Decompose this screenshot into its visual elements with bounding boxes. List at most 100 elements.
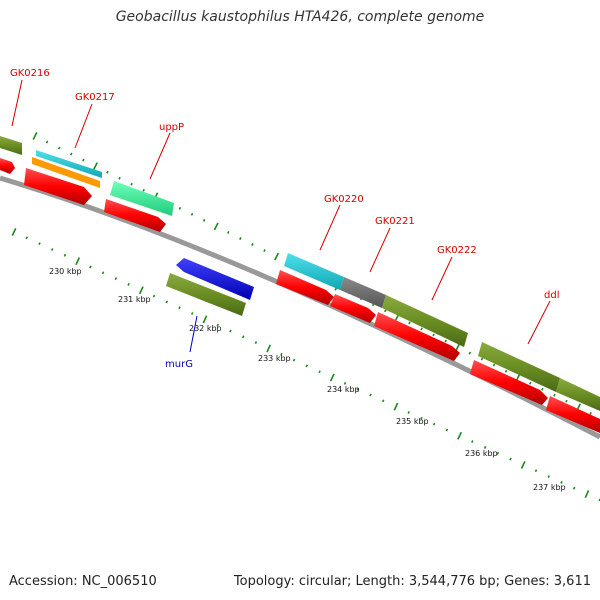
gene-label-gk0221[interactable]: GK0221 <box>375 216 415 227</box>
lower-track-tick <box>38 242 41 246</box>
lower-track-tick <box>11 228 17 236</box>
cds-arrow-gk0217[interactable] <box>24 168 92 205</box>
lower-track-tick <box>178 306 181 310</box>
lower-track-tick <box>483 445 487 449</box>
gene-bar-gk0222[interactable] <box>382 295 468 347</box>
gene-label-gk0222[interactable]: GK0222 <box>437 245 477 256</box>
cds-arrow-gk0220[interactable] <box>276 270 334 305</box>
gene-label-uppp[interactable]: uppP <box>159 122 184 133</box>
lower-track-tick <box>63 253 67 257</box>
upper-track-tick <box>444 339 447 343</box>
lower-track-tick <box>138 286 144 295</box>
upper-track-tick <box>384 309 387 313</box>
upper-track-tick <box>541 387 544 391</box>
upper-track-tick <box>553 393 556 397</box>
upper-track-tick <box>69 152 73 156</box>
lower-track-tick <box>547 475 550 478</box>
lower-track-tick <box>457 431 463 440</box>
gene-label-ddl[interactable]: ddl <box>544 290 559 301</box>
lower-track-tick <box>420 416 423 420</box>
lower-track-tick <box>50 248 54 251</box>
lower-track-tick <box>292 358 296 362</box>
gene-label-gk0220[interactable]: GK0220 <box>324 194 364 205</box>
gene-bar-gk0220[interactable] <box>284 253 344 290</box>
lower-track-tick <box>305 364 309 368</box>
lower-track-tick <box>190 312 194 315</box>
upper-track-tick <box>92 162 98 171</box>
upper-track-tick <box>263 249 266 252</box>
upper-track-tick <box>57 146 61 150</box>
lower-track-tick <box>216 323 219 327</box>
upper-track-tick <box>408 321 411 325</box>
lower-track-tick <box>329 373 335 382</box>
kbp-label-233: 233 kbp <box>258 354 291 363</box>
upper-track-tick <box>190 212 194 216</box>
upper-track-tick <box>492 363 496 367</box>
cds-arrow-ddl[interactable] <box>470 360 548 405</box>
gene-label-murg[interactable]: murG <box>165 359 193 370</box>
lower-track-tick <box>445 428 449 432</box>
gene-label-gk0217[interactable]: GK0217 <box>75 92 115 103</box>
lower-track-tick <box>534 469 538 473</box>
upper-track-tick <box>528 381 532 385</box>
gene-labels: GK0216 GK0217 uppP GK0220 GK0221 GK0222 … <box>10 68 559 370</box>
lower-track-tick <box>152 294 156 298</box>
gene-bar-ddl[interactable] <box>478 342 560 392</box>
lower-track-tick <box>407 411 410 414</box>
cds-arrow-gk0221[interactable] <box>330 294 376 323</box>
cds-arrow-gk0216[interactable] <box>0 158 15 174</box>
gene-bar-gk0217[interactable] <box>36 150 102 178</box>
feature-track[interactable] <box>0 136 600 433</box>
upper-track-tick <box>239 237 242 240</box>
kbp-label-231: 231 kbp <box>118 295 151 304</box>
kbp-label-230: 230 kbp <box>49 267 82 276</box>
label-leaders <box>11 79 551 353</box>
lower-track-tick <box>393 402 399 411</box>
lower-track-tick <box>25 236 28 240</box>
upper-track-tick <box>468 351 472 355</box>
cds-arrow-gk0222[interactable] <box>374 312 460 361</box>
topology-text: Topology: circular; Length: 3,544,776 bp… <box>233 574 591 589</box>
lower-track-tick <box>266 344 272 353</box>
gene-bar-murg-olive[interactable] <box>166 273 246 316</box>
lower-track-tick <box>280 352 283 356</box>
kbp-label-237: 237 kbp <box>533 483 566 492</box>
genome-backbone <box>0 175 600 440</box>
lower-track-tick <box>229 329 232 333</box>
upper-track-tick <box>45 140 49 144</box>
lower-track-tick <box>520 460 526 469</box>
lower-track-tick <box>89 265 92 269</box>
upper-track-tick <box>106 170 109 174</box>
upper-track-tick <box>118 176 121 180</box>
kbp-labels: 230 kbp 231 kbp 232 kbp 233 kbp 234 kbp … <box>49 267 566 492</box>
lower-track-tick <box>584 490 590 499</box>
upper-track-tick <box>226 231 230 234</box>
gene-bar-next[interactable] <box>556 378 600 411</box>
gene-bar-uppp[interactable] <box>110 181 174 216</box>
lower-track-tick <box>202 315 208 324</box>
lower-track-tick <box>241 335 245 339</box>
lower-track-tick <box>560 480 563 484</box>
kbp-label-236: 236 kbp <box>465 449 498 458</box>
gene-bar-murg[interactable] <box>176 258 254 300</box>
gene-label-gk0216[interactable]: GK0216 <box>10 68 50 79</box>
lower-track-tick <box>343 381 347 385</box>
upper-track-tick <box>480 357 484 361</box>
cds-arrow-next[interactable] <box>546 396 600 433</box>
cds-arrow-uppp[interactable] <box>104 199 166 232</box>
lower-track-tick <box>318 370 321 374</box>
accession-text: Accession: NC_006510 <box>9 574 157 589</box>
kbp-label-235: 235 kbp <box>396 417 429 426</box>
lower-track-tick <box>509 457 512 461</box>
lower-track-tick <box>471 440 474 444</box>
kbp-label-234: 234 kbp <box>327 385 360 394</box>
gene-bar-gk0217-orange[interactable] <box>32 157 100 188</box>
gene-bar-gk0216[interactable] <box>0 136 22 155</box>
upper-track-tick <box>82 158 85 162</box>
upper-track-tick <box>251 243 254 246</box>
upper-track-tick <box>130 182 133 186</box>
upper-track-tick <box>420 327 423 331</box>
upper-track-tick <box>142 188 145 192</box>
gene-bar-gk0221[interactable] <box>340 277 386 308</box>
